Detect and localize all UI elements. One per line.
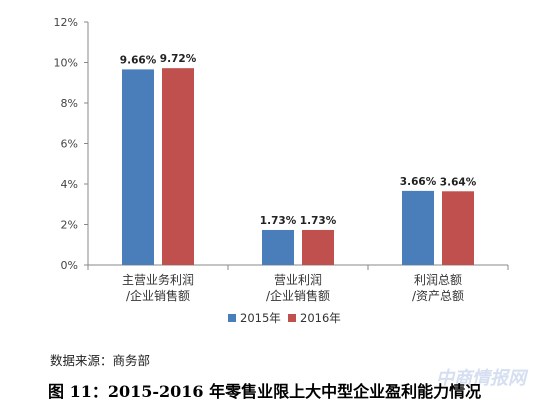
bar-chart: 0% 2% 4% 6% 8% 10% 12% 9.66% 9.72% 主营业务利润/企业销售额 1.… bbox=[54, 16, 509, 325]
x-tick-label: /资产总额 bbox=[412, 289, 464, 303]
source-note: 数据来源：商务部 bbox=[50, 353, 151, 368]
watermark-logo: 中商情报网 bbox=[436, 368, 526, 389]
data-label: 3.66% bbox=[400, 176, 437, 188]
y-tick-label: 12% bbox=[54, 16, 78, 29]
x-tick-label: 营业利润 bbox=[274, 273, 322, 287]
y-tick-label: 2% bbox=[61, 219, 78, 232]
bar bbox=[122, 69, 154, 265]
x-tick-label: /企业销售额 bbox=[126, 288, 190, 303]
y-tick-label: 0% bbox=[61, 259, 78, 272]
data-label: 3.64% bbox=[440, 176, 477, 188]
x-tick-label: /企业销售额 bbox=[266, 288, 330, 303]
legend-swatch bbox=[228, 314, 236, 322]
legend-label: 2015年 bbox=[240, 311, 281, 325]
y-tick-label: 10% bbox=[54, 57, 78, 70]
bar bbox=[302, 229, 334, 265]
bar bbox=[162, 68, 194, 265]
bar bbox=[402, 190, 434, 265]
bar bbox=[262, 229, 294, 265]
bar bbox=[442, 191, 474, 265]
data-label: 9.66% bbox=[120, 54, 157, 66]
y-tick-label: 6% bbox=[61, 138, 78, 151]
x-tick-label: 利润总额 bbox=[414, 273, 462, 287]
figure-caption: 图 11：2015-2016 年零售业限上大中型企业盈利能力情况 bbox=[48, 382, 482, 401]
data-label: 1.73% bbox=[260, 215, 297, 227]
data-label: 9.72% bbox=[160, 53, 197, 65]
x-tick-label: 主营业务利润 bbox=[122, 272, 194, 287]
y-tick-label: 8% bbox=[61, 97, 78, 110]
y-tick-label: 4% bbox=[61, 178, 78, 191]
legend-swatch bbox=[288, 314, 296, 322]
data-label: 1.73% bbox=[300, 215, 337, 227]
legend-label: 2016年 bbox=[300, 311, 341, 325]
